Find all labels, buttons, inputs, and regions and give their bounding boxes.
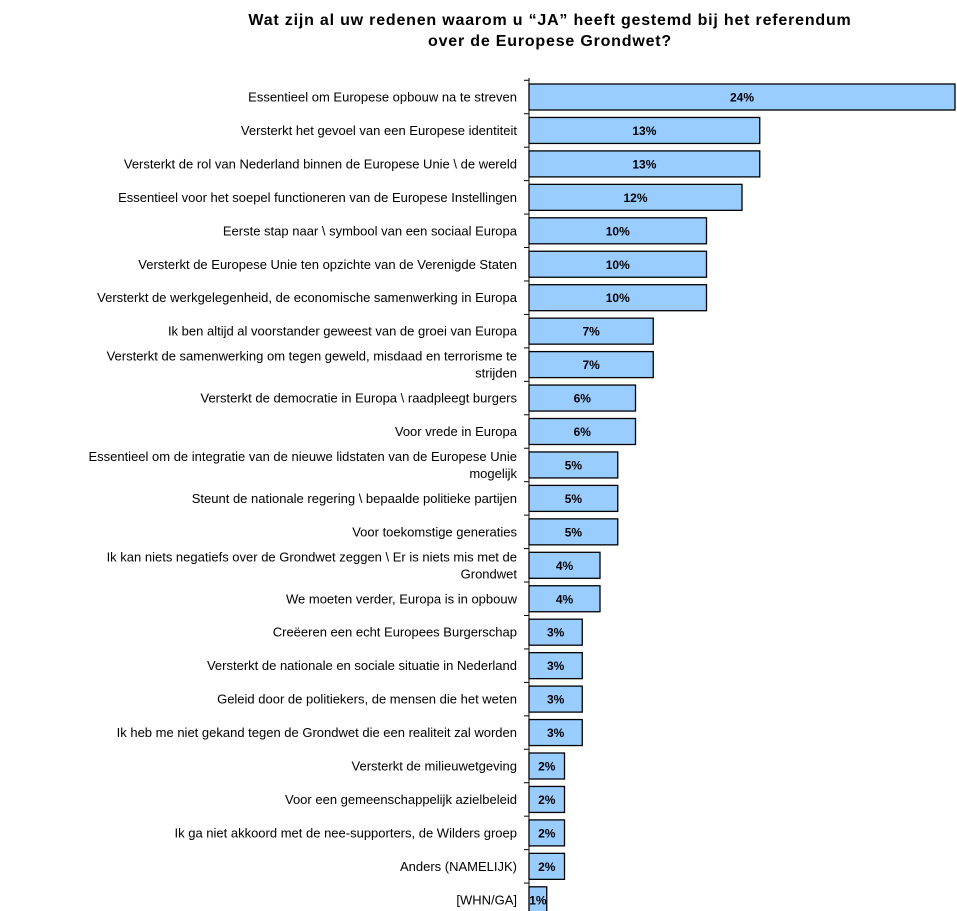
- chart-title-line-1: Wat zijn al uw redenen waarom u “JA” hee…: [248, 12, 852, 29]
- category-label: Versterkt de werkgelegenheid, de economi…: [97, 290, 518, 305]
- bar: [528, 518, 619, 546]
- category-label: Voor een gemeenschappelijk azielbeleid: [285, 792, 517, 807]
- chart-title-line-2: over de Europese Grondwet?: [428, 33, 672, 50]
- data-label: 6%: [574, 392, 592, 406]
- category-label: Versterkt de nationale en sociale situat…: [207, 658, 517, 673]
- category-label: Voor vrede in Europa: [395, 424, 518, 439]
- bar: [528, 852, 566, 880]
- category-label: Versterkt het gevoel van een Europese id…: [241, 123, 517, 138]
- bar: [528, 183, 743, 212]
- data-label: 7%: [582, 325, 600, 339]
- category-label: Creëeren een echt Europees Burgerschap: [273, 625, 517, 640]
- category-label: Ik ga niet akkoord met de nee-supporters…: [174, 825, 517, 840]
- bar: [528, 785, 566, 814]
- category-label: Eerste stap naar \ symbool van een socia…: [223, 223, 518, 238]
- category-label: Anders (NAMELIJK): [400, 859, 517, 874]
- data-label: 5%: [565, 492, 583, 506]
- data-label: 4%: [556, 559, 574, 573]
- category-label: Essentieel om de integratie van de nieuw…: [88, 449, 517, 464]
- data-label: 3%: [547, 626, 565, 640]
- bar: [528, 585, 601, 613]
- data-label: 2%: [538, 826, 556, 840]
- category-label: Steunt de nationale regering \ bepaalde …: [192, 491, 517, 506]
- bar: [528, 652, 583, 680]
- data-label: 6%: [574, 425, 592, 439]
- data-label: 4%: [556, 592, 574, 606]
- data-label: 5%: [565, 458, 583, 472]
- category-label: Ik ben altijd al voorstander geweest van…: [168, 324, 518, 339]
- bar: [528, 417, 637, 446]
- data-label: 24%: [730, 91, 754, 105]
- data-label: 10%: [606, 258, 630, 272]
- bar: [528, 451, 619, 479]
- bar: [528, 384, 637, 412]
- bar: [528, 284, 708, 312]
- category-label: Ik kan niets negatiefs over de Grondwet …: [107, 549, 517, 564]
- category-label: mogelijk: [469, 466, 517, 481]
- bar: [528, 250, 708, 278]
- bar: [528, 618, 583, 646]
- bar: [528, 484, 619, 513]
- category-label: Versterkt de milieuwetgeving: [352, 759, 517, 774]
- bar: [528, 150, 761, 178]
- bar: [528, 116, 761, 145]
- category-label: strijden: [475, 366, 517, 381]
- bar: [528, 819, 566, 847]
- data-label: 3%: [547, 659, 565, 673]
- bar: [528, 752, 566, 780]
- category-label: Ik heb me niet gekand tegen de Grondwet …: [117, 725, 517, 740]
- data-label: 5%: [565, 525, 583, 539]
- data-label: 1%: [529, 893, 547, 907]
- category-label: Essentieel voor het soepel functioneren …: [118, 190, 517, 205]
- category-label: We moeten verder, Europa is in opbouw: [286, 591, 518, 606]
- bar: [528, 551, 601, 579]
- category-label: Versterkt de rol van Nederland binnen de…: [124, 156, 517, 171]
- category-label: Versterkt de Europese Unie ten opzichte …: [138, 257, 517, 272]
- data-label: 13%: [632, 124, 656, 138]
- bar: [528, 685, 583, 713]
- data-label: 3%: [547, 693, 565, 707]
- data-label: 7%: [582, 358, 600, 372]
- data-label: 10%: [606, 291, 630, 305]
- chart-title: Wat zijn al uw redenen waarom u “JA” hee…: [100, 10, 957, 52]
- bar: [528, 317, 654, 345]
- category-label: Versterkt de democratie in Europa \ raad…: [200, 391, 517, 406]
- data-label: 2%: [538, 760, 556, 774]
- data-label: 3%: [547, 726, 565, 740]
- data-label: 2%: [538, 793, 556, 807]
- bar: [528, 83, 956, 111]
- data-label: 2%: [538, 860, 556, 874]
- category-label: Versterkt de samenwerking om tegen gewel…: [107, 349, 517, 364]
- data-label: 10%: [606, 224, 630, 238]
- category-label: Voor toekomstige generaties: [352, 524, 517, 539]
- data-label: 13%: [632, 157, 656, 171]
- category-label: Essentieel om Europese opbouw na te stre…: [248, 90, 517, 105]
- bar: [528, 217, 708, 245]
- category-label: Geleid door de politiekers, de mensen di…: [217, 692, 517, 707]
- category-label: Grondwet: [461, 566, 518, 581]
- category-label: [WHN/GA]: [456, 892, 517, 907]
- data-label: 12%: [623, 191, 647, 205]
